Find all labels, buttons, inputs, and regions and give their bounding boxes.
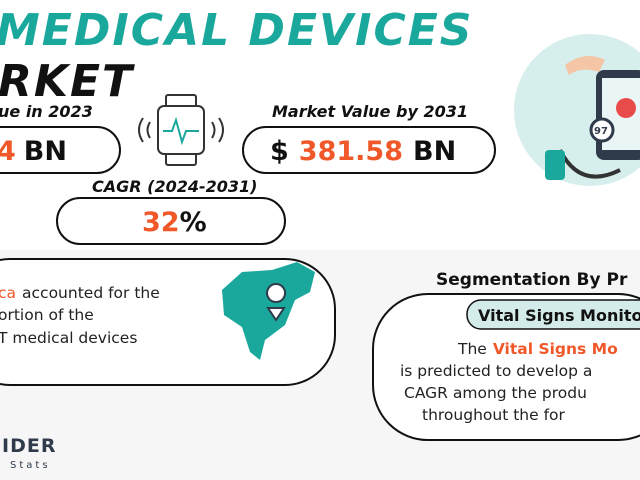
region-line: T medical devices: [0, 329, 137, 347]
stat-value-text: 4 BN: [0, 136, 67, 167]
illustration: 97: [514, 34, 640, 186]
pin: [266, 283, 287, 322]
logo-sub: Stats: [10, 460, 51, 471]
stat-value-text: 32%: [142, 207, 207, 238]
region-line: ca accounted for the: [0, 284, 160, 302]
stat-box: [242, 126, 496, 174]
region-line: ortion of the: [0, 306, 94, 324]
segmentation-box: [372, 293, 640, 441]
segmentation-text: The: [457, 340, 487, 358]
stat-label: ue in 2023: [0, 102, 93, 121]
stat-box: [56, 197, 286, 245]
title-line2: RKET: [0, 56, 135, 107]
segmentation-line: is predicted to develop a: [400, 362, 592, 380]
stat-value: 32: [142, 207, 180, 238]
stat-unit: BN: [24, 136, 67, 167]
segmentation-line: The Vital Signs Mo: [457, 340, 618, 358]
badge-text: Vital Signs Monito: [478, 306, 640, 325]
segmentation-line: throughout the for: [422, 406, 566, 424]
stat-label: Market Value by 2031: [272, 102, 468, 121]
stat-unit: %: [180, 207, 207, 238]
region-highlight: ca: [0, 284, 16, 302]
svg-text:97: 97: [594, 126, 608, 137]
stat-value-text: $381.58 BN: [270, 136, 456, 167]
stat-label: CAGR (2024-2031): [92, 177, 257, 196]
stat-prefix: $: [270, 136, 289, 167]
logo-name: IDER: [2, 435, 56, 457]
segmentation-title: Segmentation By Pr: [436, 270, 628, 290]
badge: [466, 299, 640, 330]
map: [222, 262, 315, 360]
stat-value: 4: [0, 136, 16, 167]
stat-box: [0, 126, 121, 174]
stat-unit: BN: [413, 136, 456, 167]
title-line1: MEDICAL DEVICES: [0, 5, 473, 56]
stat-value: 381.58: [299, 136, 403, 167]
region-text: accounted for the: [22, 284, 160, 302]
segmentation-line: CAGR among the produ: [404, 384, 587, 402]
watch-icon: [138, 94, 224, 166]
segmentation-highlight: Vital Signs Mo: [493, 340, 618, 358]
